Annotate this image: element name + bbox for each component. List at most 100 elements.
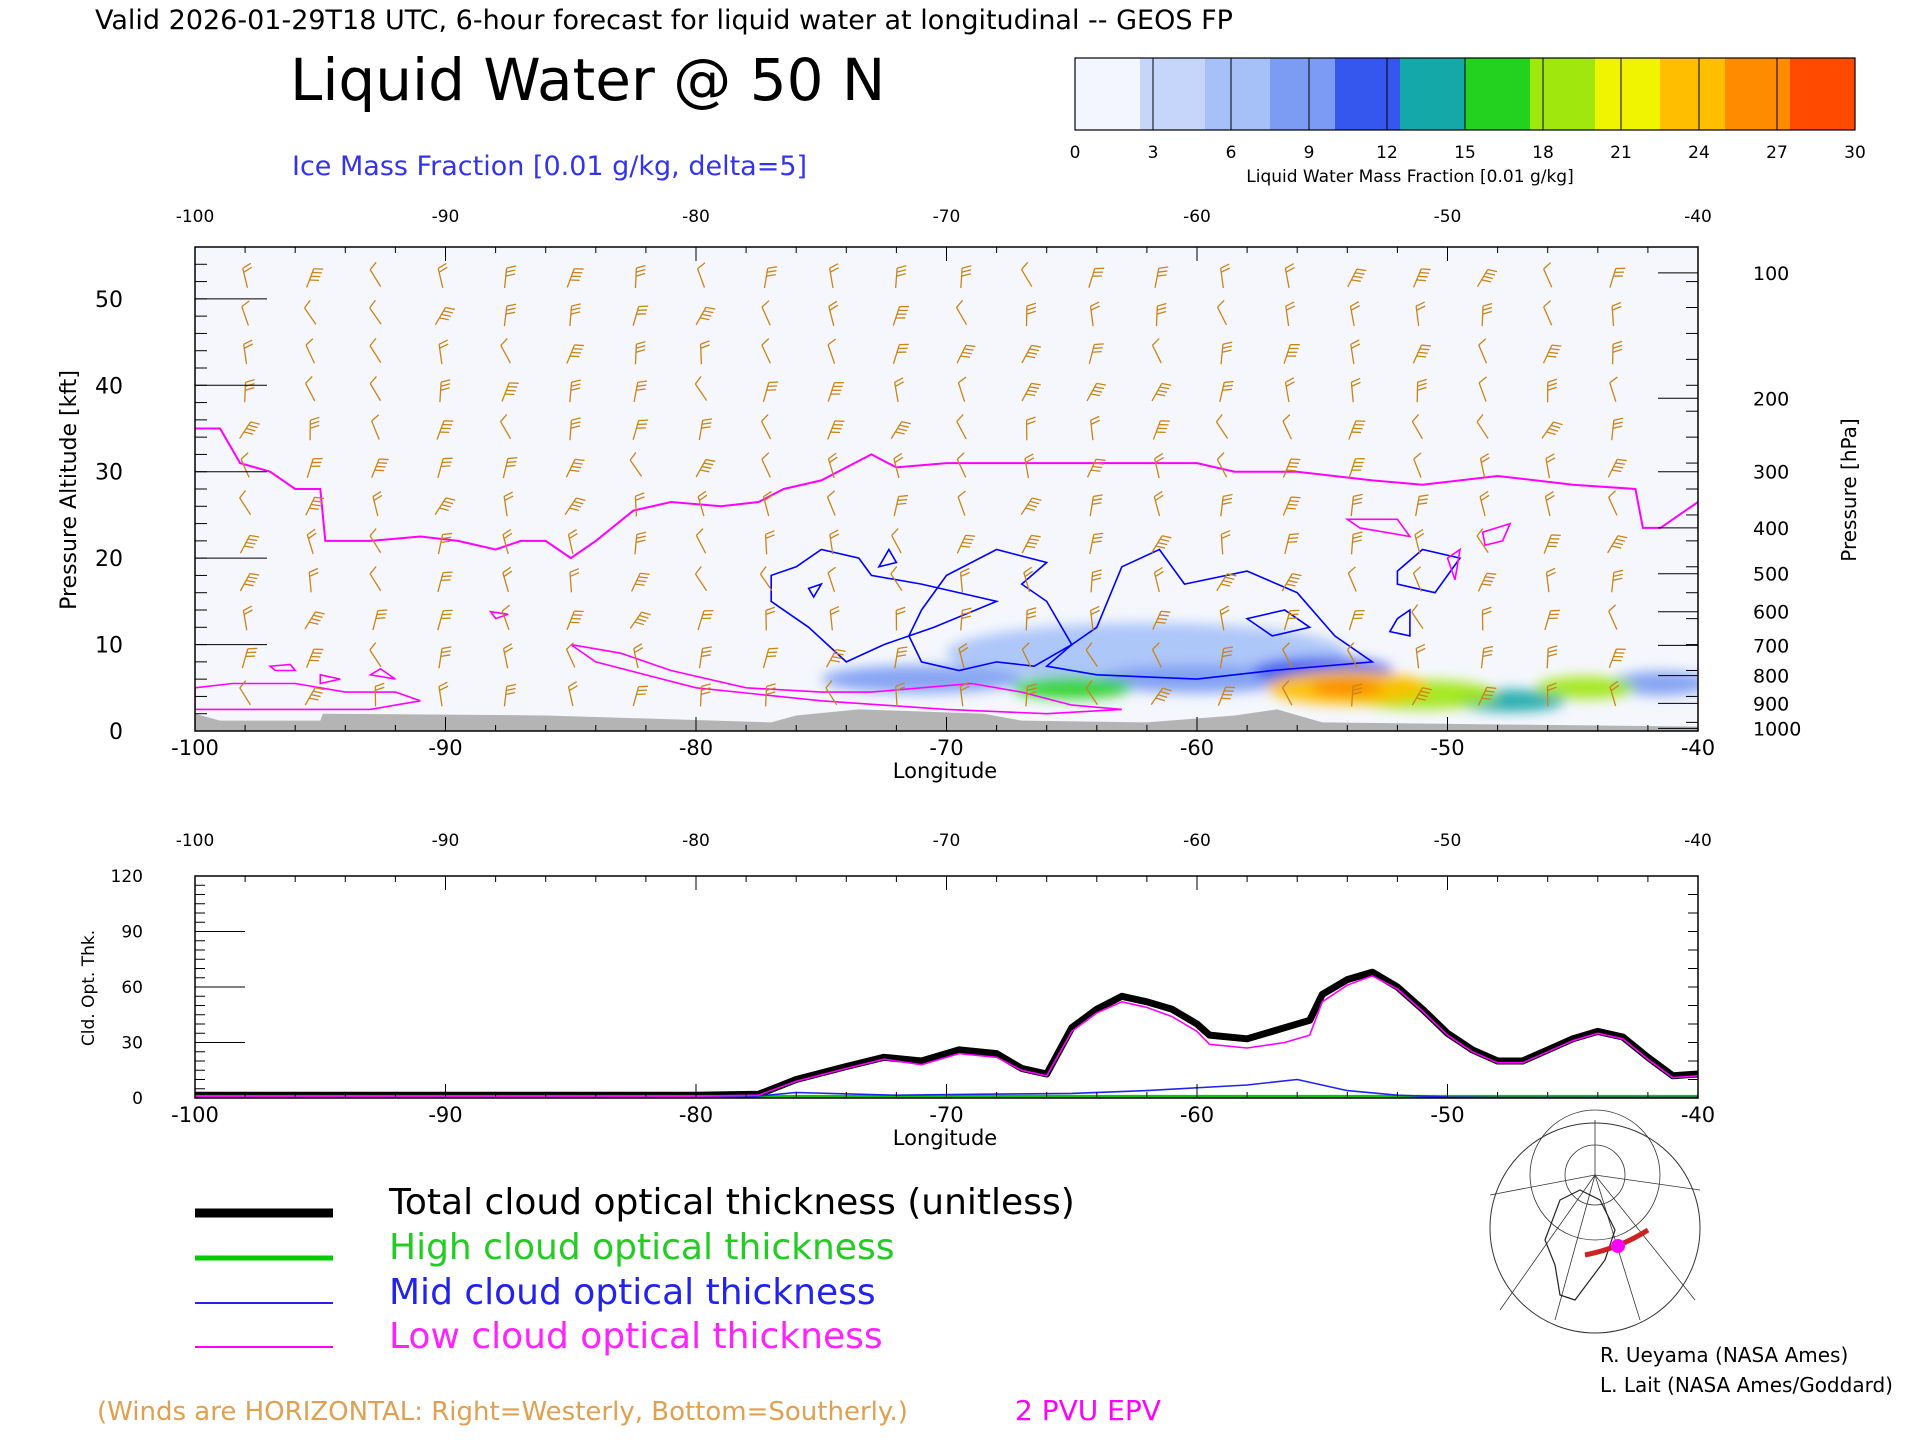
bottom-ylabel: Cld. Opt. Thk. xyxy=(79,930,99,1046)
wind-barb xyxy=(1351,683,1363,707)
valid-line: Valid 2026-01-29T18 UTC, 6-hour forecast… xyxy=(95,5,1233,36)
wind-barb xyxy=(239,490,252,516)
wind-barb xyxy=(437,457,453,479)
wind-barb xyxy=(1151,382,1172,402)
wind-barb xyxy=(1481,302,1493,327)
wind-barb xyxy=(1476,413,1489,439)
wind-barb xyxy=(956,414,967,440)
wind-barb xyxy=(957,490,966,516)
wind-barb xyxy=(369,299,382,325)
wind-barb xyxy=(633,380,648,403)
map-graticule xyxy=(1489,1109,1701,1321)
wind-barb xyxy=(371,458,389,478)
wind-barb xyxy=(434,497,456,516)
pressure-tick-label: 1000 xyxy=(1753,718,1801,740)
wind-barb xyxy=(1216,299,1228,326)
wind-barb xyxy=(697,490,708,517)
optical-thickness-panel: -100 -100 -90 -90 -80 -80 -70 -70 -60 -60 -50 -50 -4… xyxy=(79,831,1715,1150)
wind-barb xyxy=(569,568,580,593)
wind-barb xyxy=(1479,490,1490,517)
colorbar-swatch xyxy=(1790,58,1856,130)
liquid-water-blob xyxy=(1535,676,1636,700)
wind-barb xyxy=(242,262,253,288)
wind-barb xyxy=(1478,376,1487,402)
bottom-x-tick-label-upper: -70 xyxy=(933,831,961,851)
wind-barb xyxy=(566,268,584,288)
wind-barb xyxy=(699,683,711,707)
wind-barb xyxy=(956,534,976,554)
wind-barb xyxy=(632,685,649,707)
colorbar-swatch xyxy=(1075,58,1141,130)
wind-barb xyxy=(369,375,382,402)
wind-barb xyxy=(629,452,643,477)
wind-barb xyxy=(1480,645,1494,669)
colorbar-tick-label: 3 xyxy=(1148,143,1159,163)
wind-barb xyxy=(1609,376,1618,402)
wind-barb xyxy=(1411,687,1432,706)
wind-barb xyxy=(1544,609,1561,631)
wind-barb xyxy=(308,567,319,593)
wind-barb xyxy=(894,377,905,403)
wind-barb xyxy=(241,300,250,326)
wind-barb xyxy=(239,534,260,554)
wind-barb xyxy=(306,528,317,555)
bottom-x-tick-label-upper: -60 xyxy=(1183,831,1211,851)
wind-barb xyxy=(631,572,650,592)
top-xlabel: Longitude xyxy=(893,759,997,783)
ice-contour xyxy=(807,582,824,599)
wind-barb xyxy=(566,610,584,630)
wind-barb xyxy=(764,530,775,555)
top-x-tick-label-upper: -60 xyxy=(1183,207,1211,227)
wind-barb xyxy=(569,303,581,327)
wind-barb xyxy=(1544,491,1555,517)
wind-barb xyxy=(305,648,324,668)
wind-barb xyxy=(1350,377,1361,403)
wind-barb xyxy=(436,420,454,440)
wind-barb xyxy=(501,382,519,402)
wind-barb xyxy=(1284,377,1295,403)
wind-barb xyxy=(567,681,578,707)
wind-barb xyxy=(1281,680,1293,706)
bottom-y-tick-label: 90 xyxy=(121,923,143,943)
wind-barb xyxy=(959,567,970,593)
wind-barb xyxy=(1020,261,1033,288)
colorbar-tick-label: 12 xyxy=(1376,143,1398,163)
top-x-tick-label: -60 xyxy=(1180,736,1214,760)
epv-contour xyxy=(319,673,341,685)
wind-barb xyxy=(438,681,449,707)
wind-barb xyxy=(1608,648,1626,668)
wind-barb xyxy=(696,262,706,288)
credit-1: R. Ueyama (NASA Ames) xyxy=(1600,1343,1848,1367)
series-low xyxy=(195,975,1698,1097)
wind-barb xyxy=(895,682,906,707)
wind-barb xyxy=(827,338,837,364)
wind-barb xyxy=(760,414,772,440)
wind-barb xyxy=(438,339,449,365)
wind-barb xyxy=(890,421,911,440)
wind-barb xyxy=(1415,643,1426,669)
wind-barb xyxy=(890,566,903,592)
wind-barb xyxy=(1543,300,1553,326)
pressure-tick-label: 800 xyxy=(1753,666,1789,688)
wind-barb xyxy=(1282,414,1293,440)
liquid-water-core xyxy=(1311,680,1384,696)
epv-legend-label: 2 PVU EPV xyxy=(1015,1394,1161,1427)
wind-barb xyxy=(698,418,713,441)
wind-barb xyxy=(306,268,324,288)
wind-barb xyxy=(1025,416,1036,441)
altitude-section-panel: -100 -100 -90 -90 -80 -80 -70 -70 -60 -60 -50 -50 -4… xyxy=(57,207,1861,783)
wind-barb xyxy=(502,528,513,555)
plot-background xyxy=(195,247,1698,731)
wind-barb xyxy=(1415,301,1426,327)
wind-barb xyxy=(828,263,839,289)
wind-barb xyxy=(1155,302,1167,327)
wind-barb xyxy=(1414,528,1425,555)
wind-barb xyxy=(1021,534,1041,554)
top-x-tick-label-upper: -80 xyxy=(682,207,710,227)
wind-barb xyxy=(761,338,771,364)
wind-barb xyxy=(1089,494,1103,517)
wind-barb xyxy=(1025,607,1037,631)
colorbar-tick-label: 18 xyxy=(1532,143,1554,163)
top-ylabel: Pressure Altitude [kft] xyxy=(57,370,82,610)
